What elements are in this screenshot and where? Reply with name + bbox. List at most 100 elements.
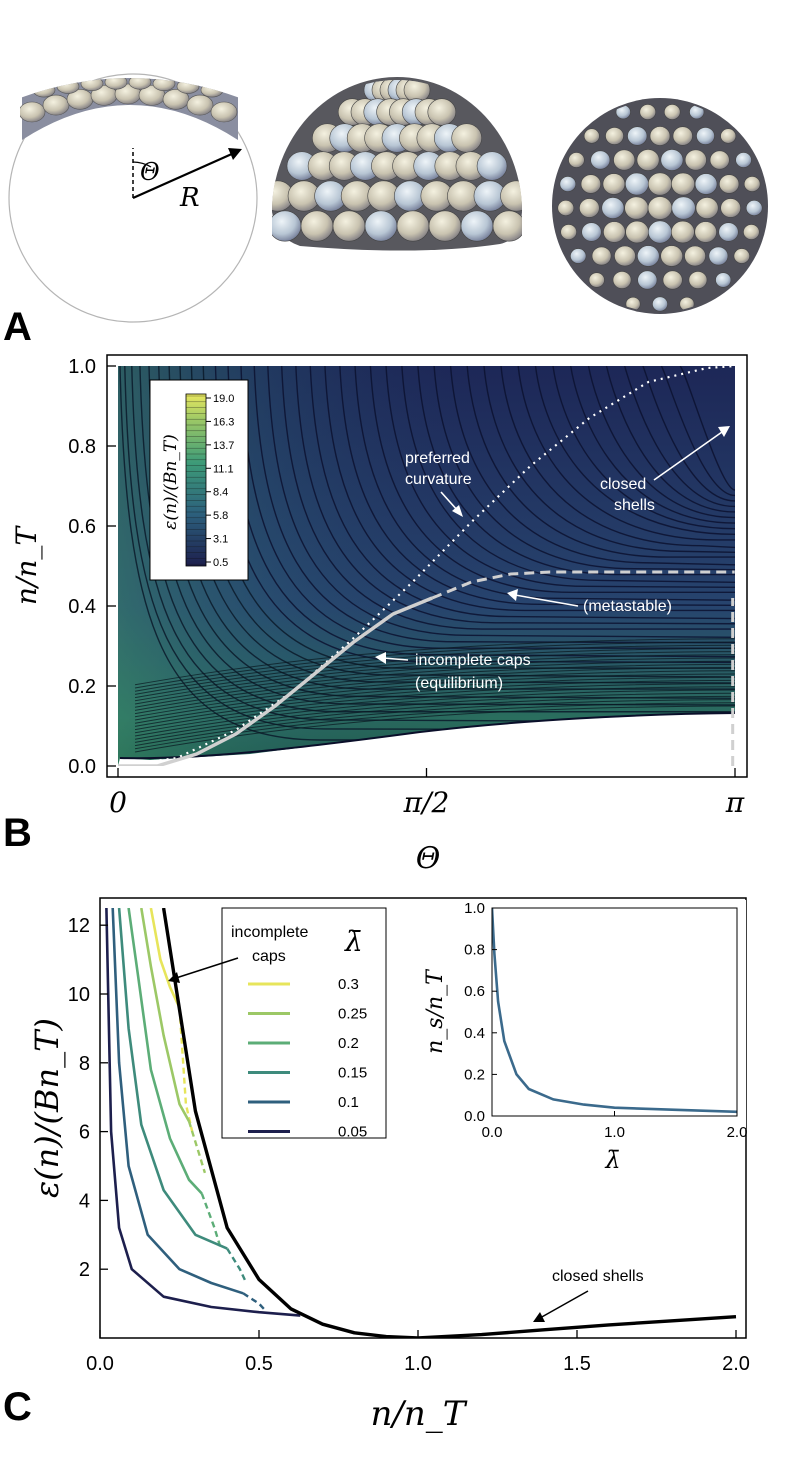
contour-line — [134, 705, 735, 753]
sphere-disk — [588, 272, 605, 288]
contour-line — [134, 660, 735, 708]
inset-y-tick-label: 0.2 — [464, 1066, 485, 1083]
sphere-disk — [694, 173, 718, 195]
cap-small — [20, 78, 238, 140]
y-axis-label-c: ε(n)/(Bn_T) — [28, 1018, 66, 1198]
contour-line — [134, 667, 735, 715]
sphere-disk — [695, 197, 719, 219]
x-tick-label-c: 0.5 — [245, 1353, 273, 1375]
contour-line — [569, 366, 735, 524]
contour-line — [605, 366, 735, 513]
sphere-disk — [708, 246, 729, 266]
contour-line — [339, 366, 735, 607]
colorbar-label: ε(n)/(Bn_T) — [161, 434, 181, 530]
x-axis-label-c: n/n_T — [371, 1394, 468, 1434]
panel-a: Θ R A — [3, 73, 768, 349]
panel-letter-c: C — [3, 1385, 32, 1429]
inset-y-tick-label: 0.4 — [464, 1025, 485, 1042]
sphere-disk — [591, 246, 612, 266]
contour-line — [134, 695, 735, 743]
panel-letter-b: B — [3, 811, 32, 855]
colorbar-tick-label: 3.1 — [213, 534, 228, 546]
contour-line — [134, 692, 735, 740]
inset-x-label: λ̄ — [604, 1146, 620, 1174]
sphere-disk — [636, 149, 660, 171]
colorbar: ε(n)/(Bn_T) 19.0 16.3 13.7 11.1 8.4 5.8 3.1 0.5 — [149, 379, 249, 581]
sphere-disk — [590, 150, 611, 170]
hemisphere-disk — [272, 210, 302, 242]
sphere-disk — [614, 245, 636, 267]
colorbar-tick-label: 13.7 — [213, 440, 234, 452]
contour-line — [433, 366, 735, 571]
contour-line — [119, 366, 735, 741]
incomplete-caps-arrow — [382, 657, 409, 661]
series-line-0_1 — [111, 908, 244, 1295]
contour-line — [134, 654, 735, 702]
contour-line — [253, 366, 735, 644]
contour-line — [134, 699, 735, 747]
contour-line — [134, 644, 735, 692]
series-dashed-0_25 — [187, 1120, 207, 1174]
sphere-disk — [647, 172, 673, 196]
equilibrium-caps-curve — [118, 596, 433, 766]
contour-line — [281, 366, 735, 630]
y-tick-label-c: 8 — [79, 1053, 90, 1075]
sphere-disk — [688, 271, 708, 289]
y-tick-label-b: 0.2 — [68, 676, 96, 698]
closed-shells-arrow-c — [539, 1290, 589, 1319]
metastable-label: (metastable) — [583, 598, 672, 615]
inset-y-tick-label: 0.8 — [464, 942, 485, 959]
closed-shells-label-1: closed — [600, 476, 646, 493]
sphere-disk — [637, 270, 658, 290]
legend-label: 0.05 — [338, 1124, 367, 1141]
contour-line — [642, 366, 735, 502]
x-tick-label-c: 1.5 — [563, 1353, 591, 1375]
contour-line — [483, 366, 735, 553]
colorbar-tick-label: 19.0 — [213, 393, 234, 405]
preferred-arrowhead — [452, 505, 463, 517]
cap-disk — [128, 78, 152, 90]
sphere-disk — [684, 149, 707, 171]
contour-line — [134, 689, 735, 737]
hemisphere-disk — [476, 151, 508, 181]
sphere-disk — [696, 127, 715, 145]
sphere-disk — [735, 152, 752, 168]
contour-line — [134, 651, 735, 699]
sphere-disk — [601, 197, 625, 219]
hemisphere-shell — [272, 77, 557, 251]
contour-line — [534, 366, 735, 536]
hemisphere-disk — [525, 211, 557, 241]
legend-label: 0.15 — [338, 1065, 367, 1082]
contour-line — [124, 366, 735, 731]
sphere-disk — [694, 221, 717, 243]
contour-line — [449, 366, 735, 566]
sphere-disk — [583, 128, 600, 144]
x-tick-label-b: 0 — [109, 786, 127, 819]
closed-shells-label-c: closed shells — [552, 1268, 644, 1285]
incomplete-caps-label-1: incomplete caps — [415, 652, 531, 669]
lower-boundary-curve — [119, 712, 735, 760]
contour-line — [134, 686, 735, 734]
preferred-curvature-label-2: curvature — [405, 471, 472, 488]
sphere-disk — [671, 172, 695, 196]
contour-line — [134, 679, 735, 727]
contour-line — [295, 366, 735, 625]
sphere-disk — [580, 174, 602, 194]
sphere-disk — [743, 224, 760, 240]
y-tick-label-c: 2 — [79, 1259, 90, 1281]
cap-disk — [200, 82, 224, 98]
sphere-disk — [560, 224, 577, 240]
forbidden-region — [118, 713, 735, 766]
theta-arc — [132, 161, 152, 168]
contour-line — [587, 366, 735, 519]
sphere-disk — [720, 128, 737, 144]
sphere-disk — [647, 220, 673, 244]
contour-line — [131, 366, 735, 723]
sphere-disk — [612, 271, 632, 289]
colorbar-tick-label: 8.4 — [213, 487, 228, 499]
metastable-curve — [431, 570, 735, 600]
panel-c: incomplete caps λ̄ 0.3 0.25 0.2 0.15 0.1 0.05… — [3, 897, 750, 1434]
legend-label: 0.1 — [338, 1094, 359, 1111]
legend-incomplete-1: incomplete — [231, 924, 308, 941]
legend-title: λ̄ — [344, 925, 363, 958]
